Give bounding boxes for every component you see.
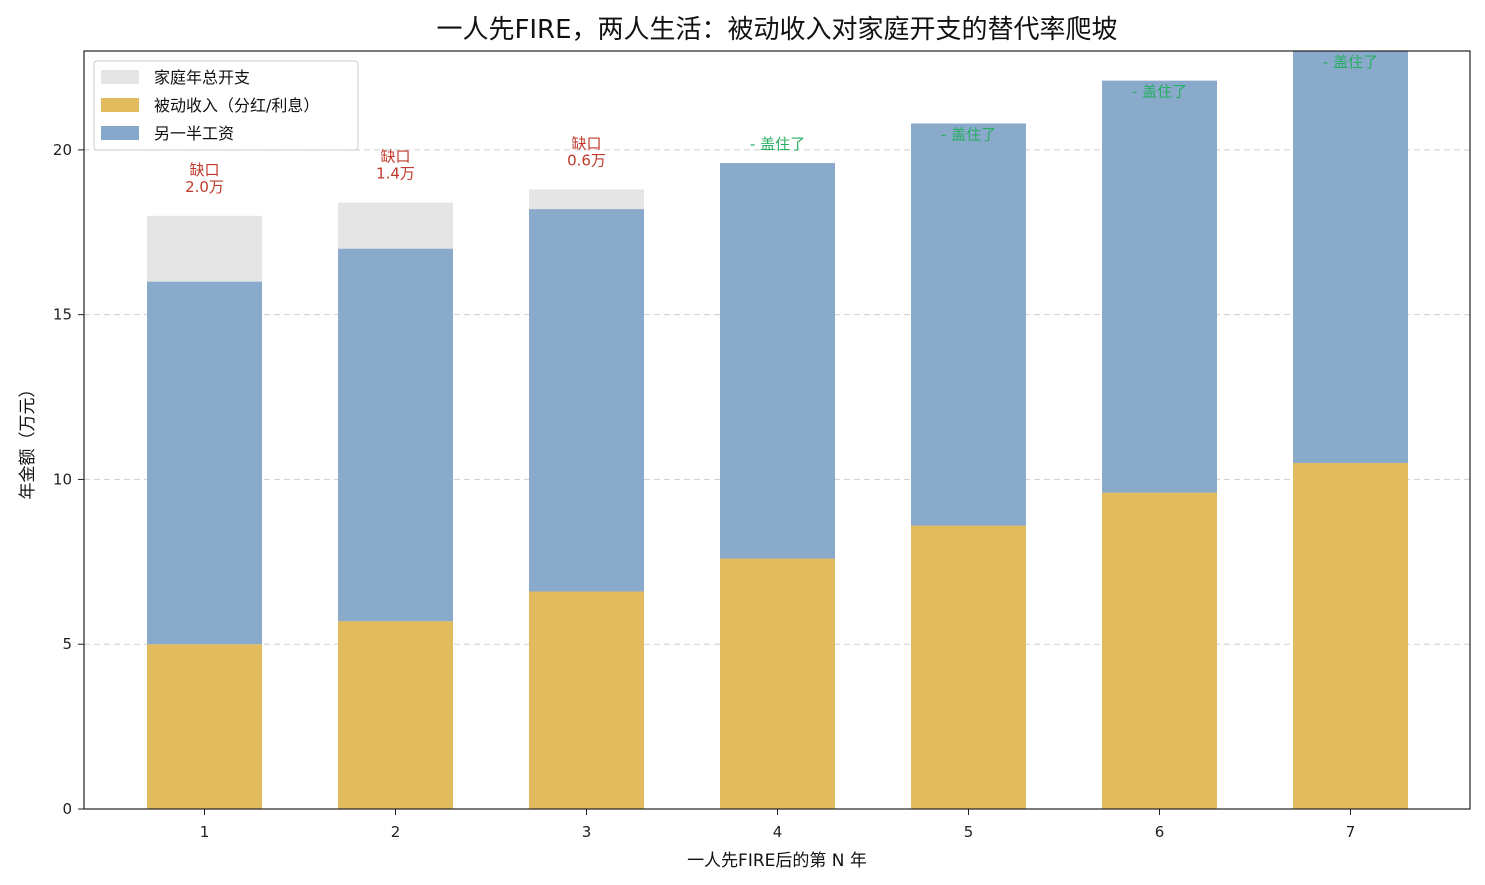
y-tick-label: 15 [53, 306, 72, 324]
y-tick-label: 5 [62, 635, 72, 653]
bar-salary [911, 123, 1026, 526]
x-tick-label: 5 [964, 823, 974, 841]
bar-passive-income [529, 591, 644, 809]
bar-salary [147, 281, 262, 645]
bar-passive-income [911, 525, 1026, 809]
legend-swatch-passive-income [101, 98, 139, 112]
gap-annotation-label: 缺口 [380, 148, 410, 166]
x-tick-label: 6 [1155, 823, 1165, 841]
legend-label-salary: 另一半工资 [154, 124, 234, 143]
bar-passive-income [1102, 492, 1217, 809]
gap-annotation-label: 缺口 [189, 161, 219, 179]
x-tick-label: 7 [1346, 823, 1356, 841]
bar-passive-income [1293, 462, 1408, 809]
y-tick-label: 0 [62, 800, 72, 818]
y-tick-label: 10 [53, 470, 72, 488]
legend: 家庭年总开支 被动收入（分红/利息） 另一半工资 [93, 60, 359, 151]
legend-label-passive-income: 被动收入（分红/利息） [154, 96, 319, 115]
bar-salary [529, 209, 644, 592]
bar-passive-income [720, 558, 835, 809]
legend-swatch-expense [101, 70, 139, 84]
x-tick-label: 3 [582, 823, 592, 841]
gap-annotation-value: 1.4万 [376, 165, 415, 183]
bar-salary [1293, 51, 1408, 463]
y-axis: 0 5 10 15 20 [53, 141, 84, 818]
bar-salary [720, 163, 835, 559]
covered-annotation: - 盖住了 [1323, 53, 1378, 71]
bar-salary [338, 248, 453, 622]
bar-passive-income [338, 621, 453, 809]
x-tick-label: 1 [200, 823, 210, 841]
covered-annotation: - 盖住了 [941, 126, 996, 144]
x-tick-label: 4 [773, 823, 783, 841]
gap-annotation-value: 0.6万 [567, 151, 606, 169]
gap-annotation-value: 2.0万 [185, 178, 224, 196]
chart-title: 一人先FIRE，两人生活：被动收入对家庭开支的替代率爬坡 [436, 15, 1117, 45]
y-axis-label: 年金额（万元） [18, 381, 38, 500]
bars-group [147, 51, 1408, 810]
x-axis-label: 一人先FIRE后的第 N 年 [687, 851, 867, 871]
legend-swatch-salary [101, 126, 139, 140]
y-tick-label: 20 [53, 141, 72, 159]
bar-salary [1102, 80, 1217, 493]
x-axis: 1 2 3 4 5 6 7 [200, 809, 1356, 841]
legend-frame [93, 60, 359, 151]
legend-label-expense: 家庭年总开支 [154, 68, 250, 87]
gap-annotation-label: 缺口 [571, 134, 601, 152]
covered-annotation: - 盖住了 [1132, 83, 1187, 101]
x-tick-label: 2 [391, 823, 401, 841]
bar-passive-income [147, 644, 262, 809]
covered-annotation: - 盖住了 [750, 135, 805, 153]
